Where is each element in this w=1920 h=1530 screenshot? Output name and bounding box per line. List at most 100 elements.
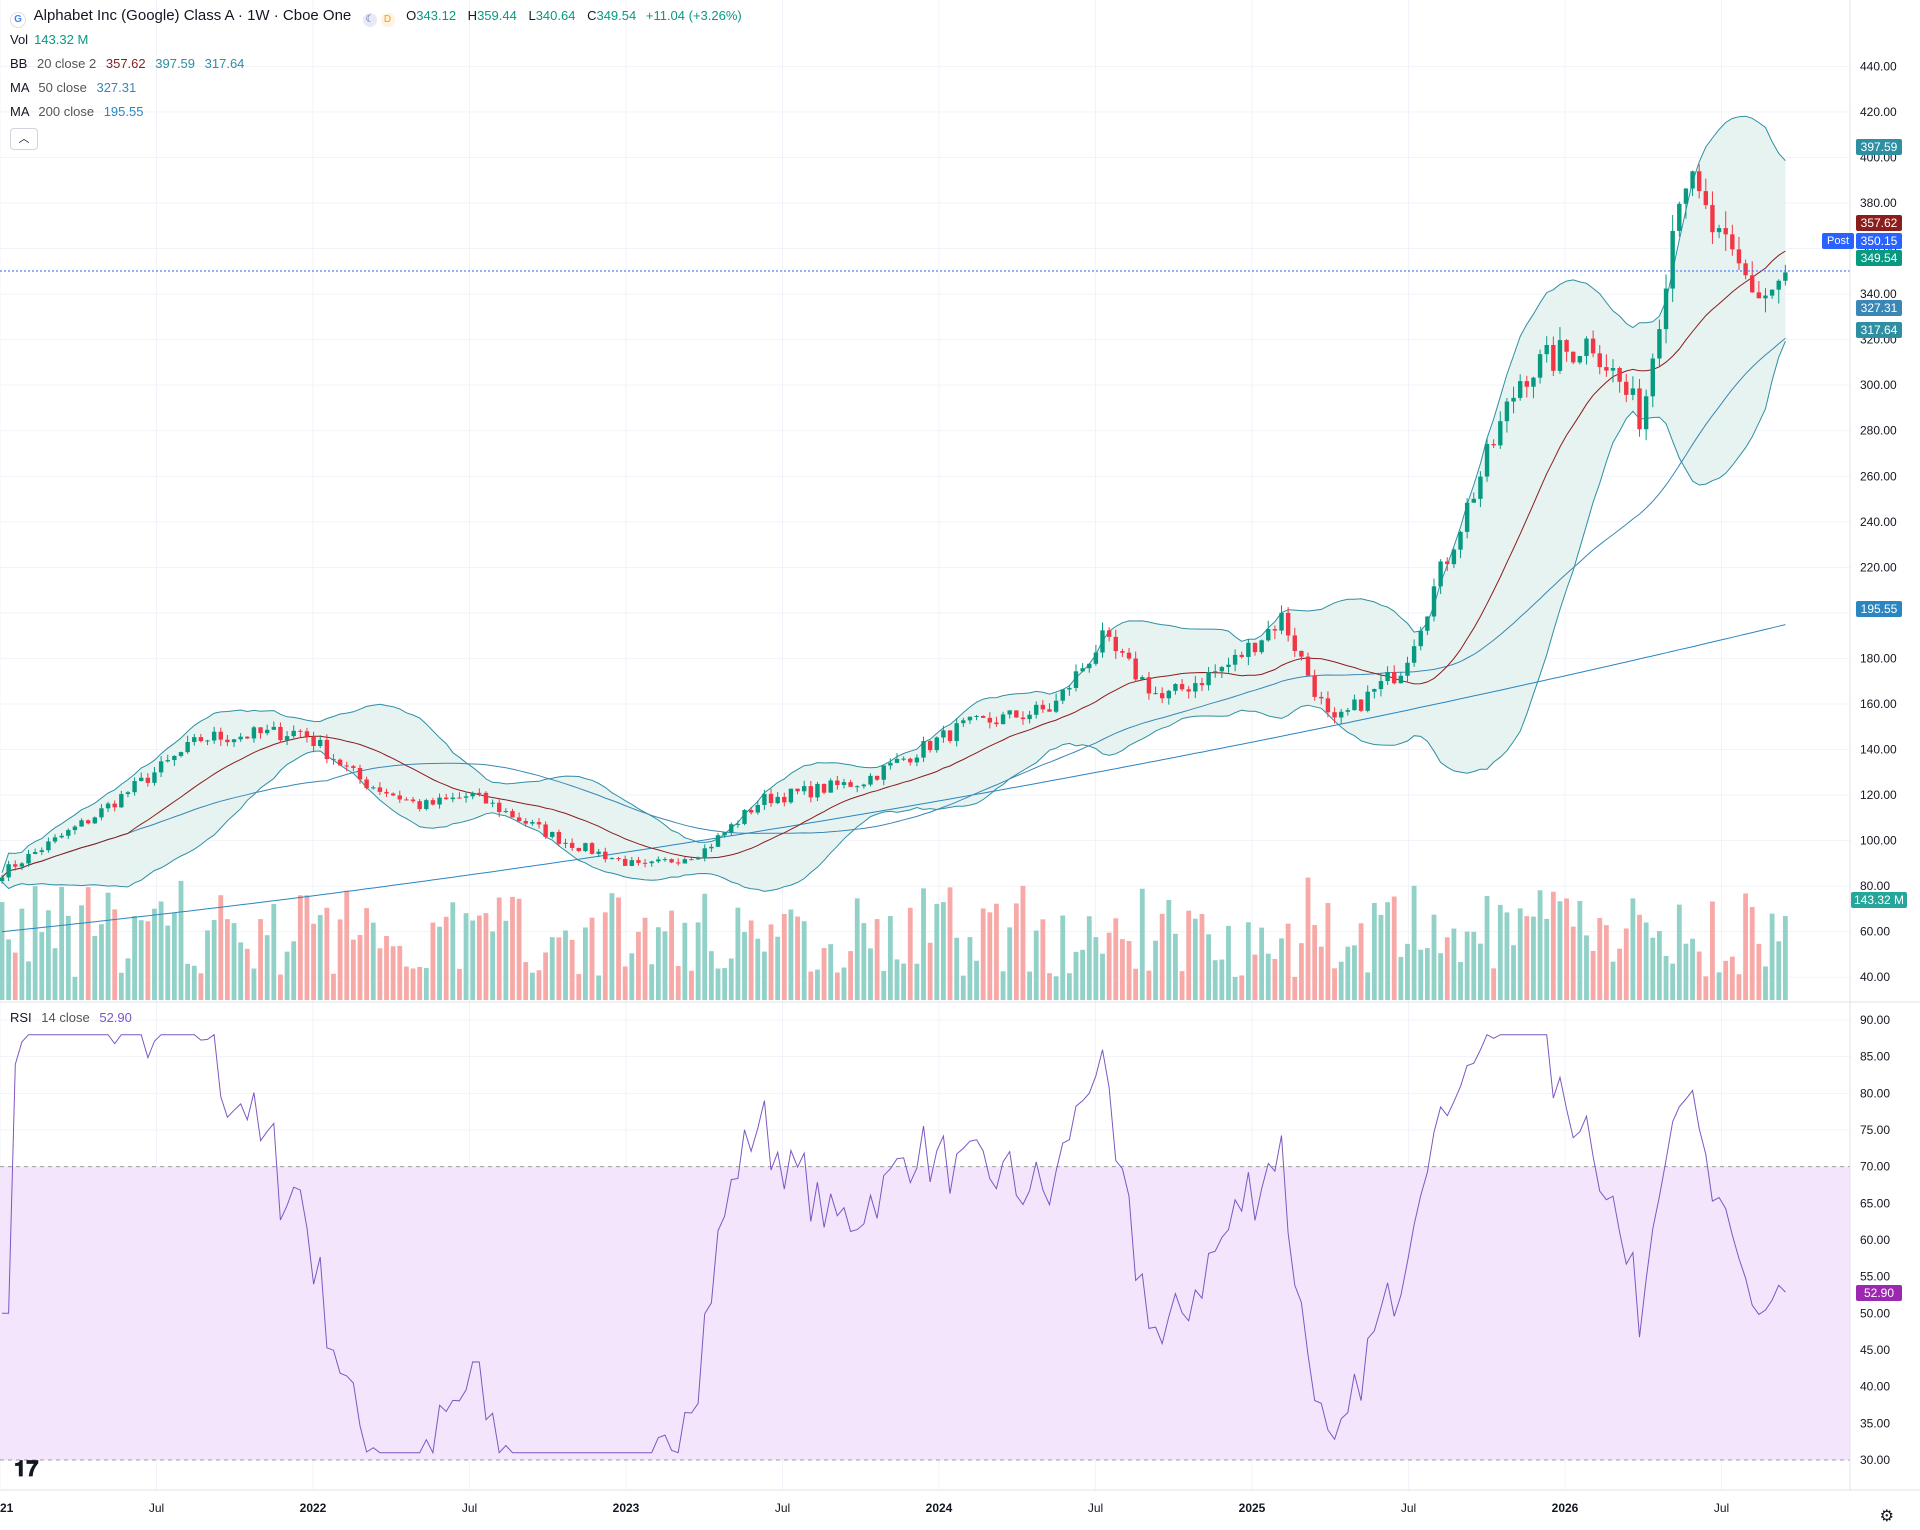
tradingview-logo-icon[interactable]: 𝟏𝟕	[14, 1456, 39, 1481]
candle-body	[1179, 684, 1185, 690]
symbol-title[interactable]: Alphabet Inc (Google) Class A · 1W · Cbo…	[33, 7, 352, 24]
volume-bar	[1710, 901, 1715, 1000]
candle-body	[1445, 561, 1450, 565]
candle-body	[589, 843, 595, 854]
candle-body	[1126, 652, 1132, 659]
time-tick-label: 2021	[0, 1501, 14, 1515]
candle-body	[1696, 171, 1702, 192]
volume-bar	[516, 898, 522, 1000]
price-tick-label: 180.00	[1860, 651, 1897, 665]
last-price-label: 349.54	[1856, 250, 1902, 266]
ma200-legend[interactable]: MA 200 close 195.55	[10, 104, 144, 119]
volume-bar	[907, 907, 913, 1000]
volume-bar	[1060, 915, 1066, 1000]
volume-bar	[1120, 939, 1125, 1000]
candle-body	[238, 736, 243, 740]
volume-bar	[941, 902, 946, 1000]
volume-bar	[834, 972, 840, 1000]
volume-bar	[1743, 893, 1748, 1000]
volume-bar	[994, 903, 999, 1000]
volume-bar	[927, 942, 933, 1000]
volume-bar	[211, 919, 217, 1000]
candle-body	[1153, 693, 1158, 695]
time-tick-label: 2026	[1552, 1501, 1579, 1515]
vol-legend[interactable]: Vol 143.32 M	[10, 32, 89, 47]
volume-bar	[304, 895, 310, 1000]
rsi-legend[interactable]: RSI 14 close 52.90	[10, 1010, 132, 1025]
volume-bar	[59, 887, 65, 1000]
candle-body	[344, 765, 349, 767]
volume-bar	[987, 912, 993, 1000]
candle-body	[1524, 381, 1530, 387]
candle-body	[1040, 704, 1046, 710]
bollinger-basis-line	[1, 250, 1786, 878]
volume-bar	[874, 919, 880, 1000]
volume-bar	[1371, 902, 1377, 1000]
volume-bar	[602, 912, 608, 1000]
volume-bar	[821, 948, 827, 1000]
volume-bar	[390, 946, 396, 1000]
candle-body	[72, 826, 78, 831]
volume-bar	[523, 962, 529, 1000]
bb-legend[interactable]: BB 20 close 2 357.62 397.59 317.64	[10, 56, 245, 71]
bollinger-upper-line	[1, 115, 1786, 873]
symbol-legend[interactable]: G Alphabet Inc (Google) Class A · 1W · C…	[10, 8, 742, 28]
volume-bar	[1345, 946, 1351, 1000]
candle-body	[576, 847, 581, 852]
volume-bar	[1444, 937, 1450, 1000]
ohlc-values: O343.12 H359.44 L340.64 C349.54 +11.04 (…	[406, 8, 742, 23]
candle-body	[337, 759, 343, 766]
price-tick-label: 300.00	[1860, 378, 1897, 392]
volume-bar	[1756, 943, 1762, 1000]
candle-body	[258, 727, 263, 734]
volume-bar	[848, 951, 853, 1000]
volume-bar	[191, 965, 197, 1000]
candle-body	[105, 803, 111, 809]
volume-bar	[1093, 937, 1099, 1000]
volume-bar	[1146, 970, 1152, 1000]
volume-bar	[1424, 948, 1430, 1000]
candle-body	[1332, 712, 1337, 718]
price-tick-label: 80.00	[1860, 879, 1890, 893]
candle-body	[1703, 191, 1709, 206]
volume-bar	[496, 897, 502, 1000]
volume-bar	[1610, 961, 1616, 1000]
volume-bar	[364, 908, 370, 1000]
gear-icon[interactable]: ⚙	[1879, 1508, 1894, 1525]
candle-body	[251, 727, 257, 739]
candle-body	[450, 797, 456, 800]
candle-body	[132, 781, 137, 793]
candle-body	[841, 782, 847, 785]
candle-body	[1531, 377, 1536, 387]
candle-body	[1617, 368, 1622, 382]
volume-bar	[868, 948, 873, 1000]
volume-bar	[549, 937, 555, 1000]
candle-body	[1358, 699, 1364, 711]
volume-bar	[788, 909, 794, 1000]
candle-body	[377, 787, 383, 792]
volume-bar	[1285, 923, 1291, 1000]
volume-bar	[921, 888, 926, 1000]
volume-bar	[1663, 955, 1669, 1000]
volume-bar	[437, 926, 442, 1000]
volume-bar	[1497, 904, 1503, 1000]
collapse-legend-button[interactable]: ︿	[10, 128, 38, 150]
price-tick-label: 260.00	[1860, 469, 1897, 483]
ma50-legend[interactable]: MA 50 close 327.31	[10, 80, 137, 95]
candle-body	[1140, 677, 1145, 680]
market-status-icons[interactable]: ☾ D	[362, 10, 395, 27]
candle-body	[888, 762, 893, 766]
candle-body	[79, 820, 84, 827]
volume-bar	[1385, 902, 1390, 1000]
volume-price-label: 143.32 M	[1851, 892, 1907, 908]
candle-body	[1173, 684, 1178, 691]
volume-bar	[1312, 925, 1318, 1000]
candle-body	[1338, 711, 1344, 718]
moon-icon: ☾	[362, 13, 377, 27]
volume-bar	[1365, 972, 1371, 1000]
volume-bar	[1617, 948, 1623, 1000]
candle-body	[722, 832, 727, 836]
candle-body	[1292, 635, 1297, 651]
volume-bar	[742, 932, 747, 1000]
